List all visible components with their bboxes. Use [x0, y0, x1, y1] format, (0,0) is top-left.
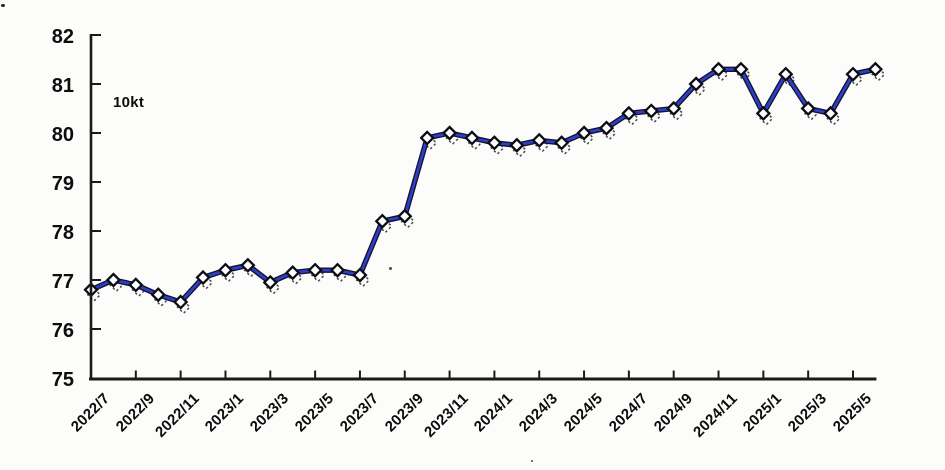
- marker-ghost: [826, 111, 841, 126]
- data-point-marker: [352, 267, 368, 283]
- marker-ghost: [669, 106, 684, 121]
- data-point-marker: [576, 125, 592, 141]
- data-point-marker: [262, 274, 278, 291]
- data-point-marker: [688, 76, 704, 92]
- y-tick-label: 79: [51, 173, 74, 195]
- data-point-marker: [307, 262, 323, 278]
- data-point-marker: [755, 105, 771, 122]
- y-tick-label: 76: [51, 320, 74, 342]
- data-point-marker: [822, 105, 839, 122]
- marker-ghost: [221, 267, 236, 283]
- scan-speck: [1, 4, 5, 7]
- y-tick-label: 75: [51, 369, 74, 391]
- data-point-marker: [464, 130, 480, 146]
- marker-ghost: [266, 280, 281, 295]
- data-point-marker: [867, 61, 884, 77]
- data-point-marker: [173, 294, 189, 310]
- marker-ghost: [759, 111, 774, 126]
- data-point-marker: [643, 103, 659, 119]
- y-tick-label: 81: [51, 75, 74, 97]
- marker-ghost: [176, 299, 191, 315]
- y-tick-label: 78: [51, 222, 74, 244]
- data-point-marker: [486, 135, 503, 151]
- marker-ghost: [579, 130, 595, 146]
- data-point-marker: [554, 135, 570, 151]
- data-point-marker: [598, 120, 615, 136]
- data-point-marker: [710, 61, 727, 77]
- data-point-marker: [666, 100, 682, 117]
- marker-ghost: [198, 275, 214, 290]
- unit-label: 10kt: [113, 94, 145, 111]
- data-point-marker: [374, 213, 390, 229]
- marker-ghost: [848, 71, 864, 87]
- marker-ghost: [400, 214, 416, 229]
- marker-ghost: [781, 71, 797, 87]
- data-point-marker: [397, 208, 413, 224]
- data-point-marker: [128, 277, 144, 293]
- data-point-marker: [778, 66, 794, 82]
- marker-ghost: [602, 125, 617, 141]
- marker-ghost: [355, 272, 371, 288]
- marker-ghost: [557, 140, 572, 156]
- data-point-marker: [217, 262, 234, 278]
- data-point-marker: [845, 66, 861, 82]
- marker-ghost: [871, 67, 886, 82]
- marker-ghost: [624, 111, 640, 126]
- scan-speck: [389, 267, 392, 270]
- data-point-marker: [150, 287, 166, 303]
- marker-ghost: [310, 267, 326, 283]
- marker-ghost: [86, 287, 102, 303]
- marker-ghost: [288, 270, 303, 285]
- scan-speck: [531, 460, 533, 462]
- data-point-marker: [621, 105, 637, 122]
- y-tick-label: 82: [51, 26, 74, 48]
- data-point-marker: [105, 272, 122, 288]
- data-point-marker: [329, 262, 346, 278]
- marker-ghost: [647, 108, 662, 124]
- marker-ghost: [714, 67, 729, 82]
- data-point-marker: [419, 130, 435, 146]
- data-point-marker: [531, 132, 547, 148]
- data-point-marker: [195, 269, 211, 286]
- data-point-marker: [441, 125, 458, 141]
- data-point-marker: [800, 100, 816, 117]
- y-tick-label: 77: [51, 271, 74, 293]
- data-point-marker: [240, 257, 256, 273]
- y-tick-label: 80: [51, 124, 74, 146]
- data-point-marker: [733, 61, 749, 77]
- marker-ghost: [422, 135, 438, 151]
- marker-ghost: [512, 142, 528, 158]
- marker-ghost: [736, 67, 752, 82]
- data-point-marker: [285, 265, 301, 281]
- marker-ghost: [378, 218, 393, 234]
- data-point-marker: [509, 137, 525, 153]
- marker-ghost: [691, 81, 707, 97]
- series-line: [89, 67, 877, 304]
